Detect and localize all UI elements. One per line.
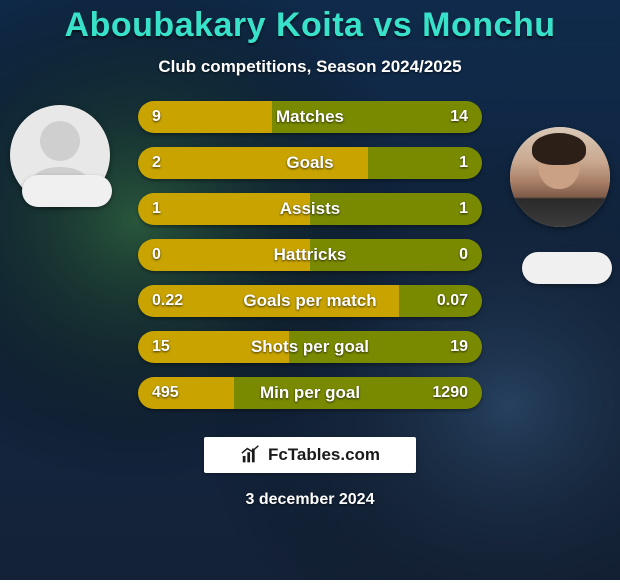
footer-date: 3 december 2024 bbox=[0, 491, 620, 509]
stat-bars-container: 9Matches142Goals11Assists10Hattricks00.2… bbox=[138, 101, 482, 409]
bar-label: Goals bbox=[138, 147, 482, 179]
bar-value-right: 14 bbox=[436, 101, 482, 133]
stat-bar-hattricks: 0Hattricks0 bbox=[138, 239, 482, 271]
page-title: Aboubakary Koita vs Monchu bbox=[0, 6, 620, 45]
bar-value-right: 1 bbox=[445, 147, 482, 179]
stat-bar-assists: 1Assists1 bbox=[138, 193, 482, 225]
bar-label: Hattricks bbox=[138, 239, 482, 271]
stat-bar-shots-per-goal: 15Shots per goal19 bbox=[138, 331, 482, 363]
player-left-avatar bbox=[10, 105, 110, 205]
bar-label: Matches bbox=[138, 101, 482, 133]
fctables-logo: FcTables.com bbox=[204, 437, 416, 473]
footer-logo-text: FcTables.com bbox=[268, 445, 380, 465]
player-right-avatar bbox=[510, 127, 610, 227]
bar-label: Assists bbox=[138, 193, 482, 225]
bar-value-right: 1290 bbox=[418, 377, 482, 409]
subtitle: Club competitions, Season 2024/2025 bbox=[0, 57, 620, 77]
bar-label: Shots per goal bbox=[138, 331, 482, 363]
bar-value-right: 1 bbox=[445, 193, 482, 225]
stat-bar-matches: 9Matches14 bbox=[138, 101, 482, 133]
stat-bar-min-per-goal: 495Min per goal1290 bbox=[138, 377, 482, 409]
stat-bar-goals: 2Goals1 bbox=[138, 147, 482, 179]
stat-bar-goals-per-match: 0.22Goals per match0.07 bbox=[138, 285, 482, 317]
bar-value-right: 19 bbox=[436, 331, 482, 363]
bar-value-right: 0.07 bbox=[423, 285, 482, 317]
chart-icon bbox=[240, 444, 262, 466]
bar-value-right: 0 bbox=[445, 239, 482, 271]
player-right-club-badge bbox=[522, 252, 612, 284]
player-left-club-badge bbox=[22, 175, 112, 207]
